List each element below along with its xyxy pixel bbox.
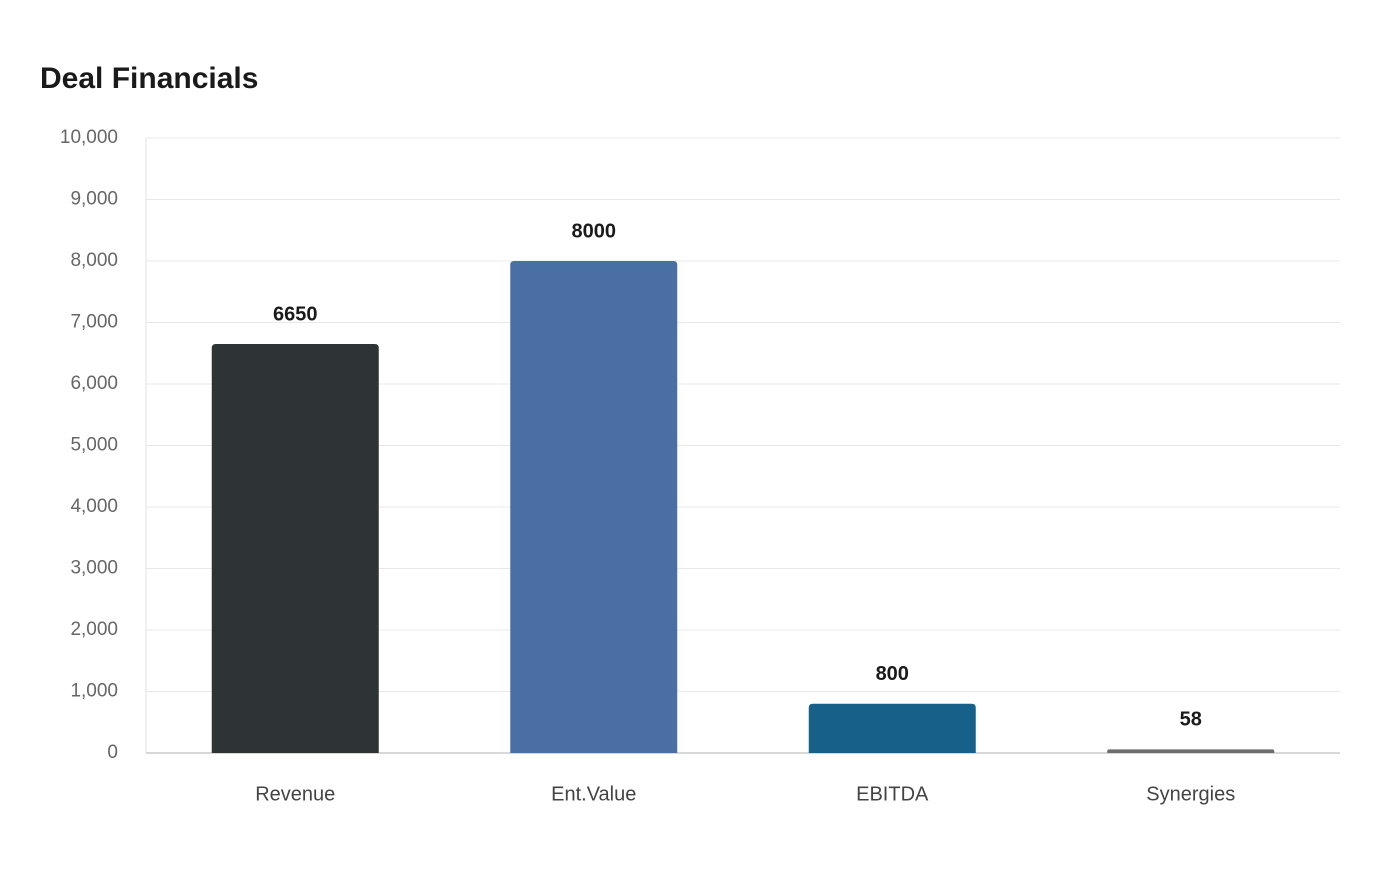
y-tick-label: 5,000: [70, 435, 118, 456]
y-tick-label: 3,000: [70, 558, 118, 579]
y-tick-label: 8,000: [70, 250, 118, 271]
y-tick-label: 0: [107, 742, 118, 763]
x-tick-label: Synergies: [1146, 783, 1235, 805]
y-tick-label: 1,000: [70, 681, 118, 702]
bar: [1107, 749, 1275, 753]
bar: [211, 344, 379, 753]
y-tick-label: 9,000: [70, 189, 118, 210]
y-tick-label: 6,000: [70, 373, 118, 394]
x-tick-label: Ent.Value: [551, 783, 636, 805]
value-label: 58: [1180, 709, 1202, 731]
y-tick-label: 7,000: [70, 312, 118, 333]
chart-title: Deal Financials: [40, 62, 258, 95]
x-tick-label: EBITDA: [856, 783, 929, 805]
x-tick-label: Revenue: [255, 783, 335, 805]
bar: [808, 703, 976, 753]
bar: [510, 261, 678, 753]
y-tick-label: 2,000: [70, 619, 118, 640]
value-label: 8000: [572, 220, 617, 242]
value-label: 800: [876, 663, 909, 685]
y-tick-label: 10,000: [60, 127, 118, 148]
y-tick-label: 4,000: [70, 496, 118, 517]
value-label: 6650: [273, 303, 318, 325]
